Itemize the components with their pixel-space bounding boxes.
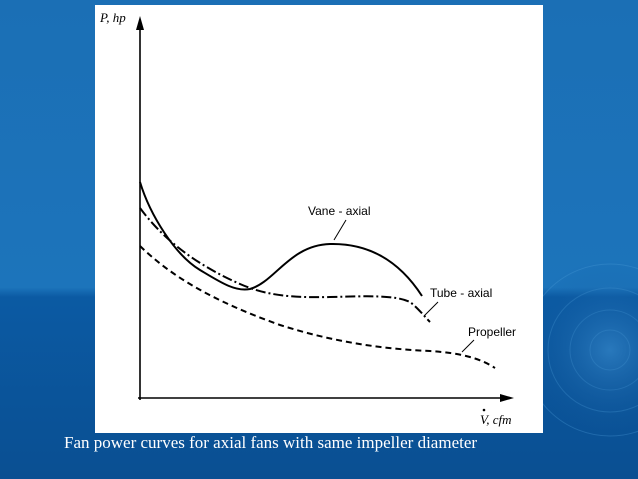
x-axis-label: V, cfm xyxy=(480,412,512,427)
curve-label: Tube - axial xyxy=(430,286,492,300)
x-axis-arrow xyxy=(500,394,514,402)
y-axis-label: P, hp xyxy=(99,10,126,25)
caption: Fan power curves for axial fans with sam… xyxy=(64,433,477,452)
propeller-curve xyxy=(139,245,496,369)
curve-label: Vane - axial xyxy=(308,204,370,218)
leader-line xyxy=(333,219,347,241)
vane-axial-curve xyxy=(139,181,423,297)
dot-accent xyxy=(482,408,486,412)
figure-panel xyxy=(95,5,543,433)
y-axis-arrow xyxy=(136,16,144,30)
axes xyxy=(138,26,505,400)
ripple-glow xyxy=(520,260,638,440)
curve-label: Propeller xyxy=(468,325,516,339)
tube-axial-curve xyxy=(139,207,431,323)
leader-line xyxy=(461,339,475,353)
leader-line xyxy=(423,301,439,317)
